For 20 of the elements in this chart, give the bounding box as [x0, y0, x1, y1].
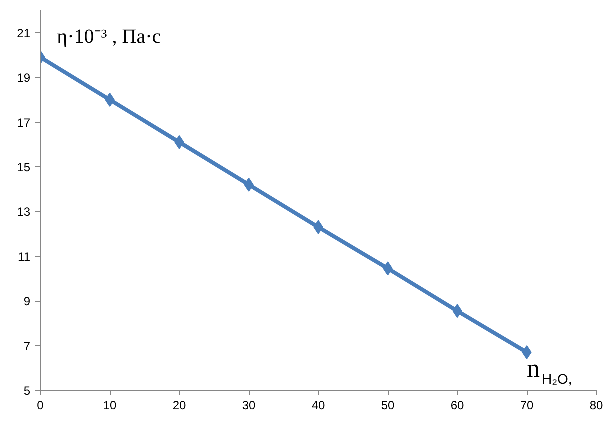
y-tick-label: 15	[17, 160, 31, 174]
x-tick-label: 50	[381, 398, 395, 412]
x-tick-label: 30	[242, 398, 256, 412]
y-tick-label: 13	[17, 205, 31, 220]
x-tick-label: 70	[520, 398, 534, 412]
y-tick-label: 5	[24, 384, 31, 398]
y-tick-label: 21	[17, 26, 31, 40]
y-tick-label: 9	[24, 294, 31, 309]
x-tick-label: 80	[590, 398, 604, 412]
y-axis-title: η·10⁻³ , Па·с	[57, 26, 162, 48]
y-tick-label: 17	[17, 116, 31, 130]
x-tick-label: 60	[450, 398, 464, 412]
x-tick-label: 10	[103, 398, 117, 412]
y-tick-label: 7	[24, 339, 31, 354]
point	[522, 346, 532, 360]
x-tick-label: 20	[172, 398, 186, 412]
y-tick-label: 11	[18, 250, 31, 264]
x-tick-label: 40	[312, 398, 326, 412]
y-tick-label: 19	[17, 71, 31, 86]
x-tick-label: 0	[37, 398, 44, 412]
